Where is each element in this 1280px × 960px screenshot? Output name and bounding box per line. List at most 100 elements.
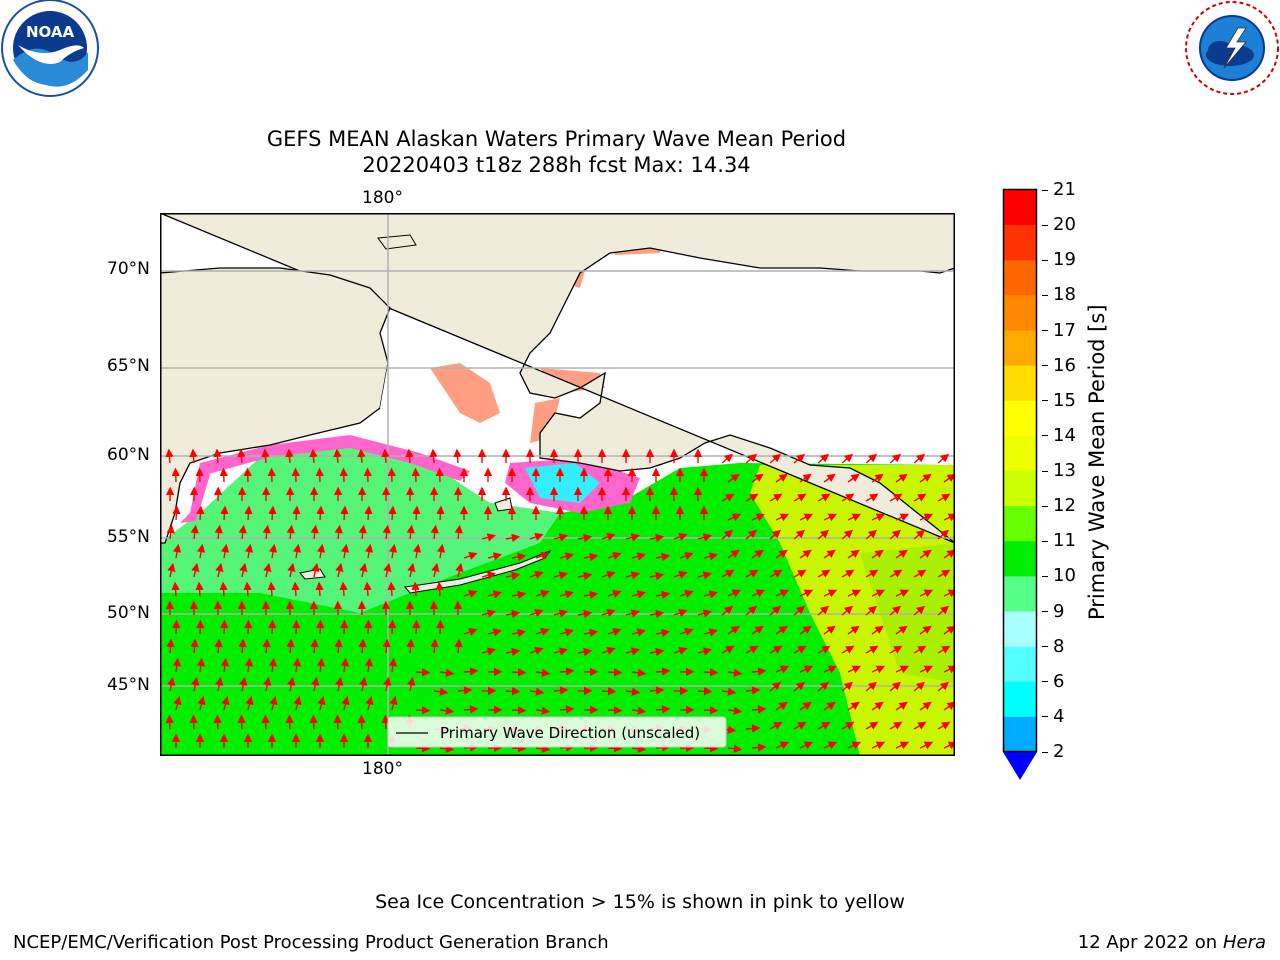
wave-direction-arrow — [383, 562, 392, 578]
wave-direction-arrow — [316, 543, 326, 559]
wave-direction-arrow — [895, 665, 910, 674]
wave-direction-arrow — [769, 453, 782, 464]
wave-direction-arrow — [937, 681, 950, 692]
wave-direction-arrow — [751, 473, 764, 483]
wave-direction-arrow — [913, 453, 926, 464]
wave-direction-arrow — [553, 533, 568, 542]
wave-direction-arrow — [487, 628, 502, 637]
wave-direction-arrow — [511, 628, 527, 638]
wave-direction-arrow — [171, 581, 180, 597]
wave-direction-arrow — [196, 543, 206, 559]
wave-direction-arrow — [673, 647, 688, 655]
colorbar-cell — [1004, 260, 1036, 296]
wave-direction-arrow — [625, 609, 640, 618]
wave-direction-arrow — [244, 619, 253, 635]
wave-direction-arrow — [583, 590, 599, 600]
wave-direction-arrow — [311, 562, 320, 578]
wave-direction-arrow — [775, 473, 788, 483]
wave-direction-arrow — [601, 571, 616, 579]
wave-direction-arrow — [357, 714, 366, 730]
wave-direction-arrow — [505, 647, 521, 657]
wave-direction-arrow — [865, 453, 878, 464]
wave-direction-arrow — [364, 619, 373, 635]
wave-direction-arrow — [943, 625, 955, 635]
wave-direction-arrow — [601, 687, 617, 696]
wave-direction-arrow — [267, 581, 276, 597]
wave-direction-arrow — [751, 513, 766, 522]
wave-direction-arrow — [649, 533, 665, 543]
wave-direction-arrow — [937, 605, 950, 616]
colorbar-cell — [1004, 190, 1036, 226]
wave-direction-arrow — [292, 505, 301, 521]
wave-direction-arrow — [631, 668, 647, 677]
wave-direction-arrow — [293, 696, 302, 711]
sea-ice-note: Sea Ice Concentration > 15% is shown in … — [375, 891, 905, 913]
wave-direction-arrow — [220, 619, 229, 635]
wave-direction-arrow — [841, 493, 855, 502]
wave-direction-arrow — [871, 625, 884, 635]
wave-direction-arrow — [673, 533, 688, 541]
wave-direction-arrow — [793, 681, 806, 692]
wave-direction-arrow — [847, 473, 860, 483]
wave-direction-arrow — [287, 676, 296, 692]
wave-direction-arrow — [388, 619, 397, 635]
wave-direction-arrow — [745, 453, 758, 464]
wave-direction-arrow — [505, 687, 521, 696]
wave-direction-arrow — [751, 743, 767, 752]
wave-direction-arrow — [745, 686, 761, 695]
credit-left: NCEP/EMC/Verification Post Processing Pr… — [13, 932, 609, 953]
wave-direction-arrow — [889, 605, 902, 616]
wave-direction-arrow — [631, 552, 646, 561]
wave-direction-arrow — [340, 505, 349, 521]
wave-direction-arrow — [167, 562, 176, 578]
wave-direction-arrow — [388, 657, 397, 673]
wave-direction-arrow — [335, 676, 344, 692]
wave-direction-arrow — [310, 638, 319, 654]
wave-direction-arrow — [239, 676, 248, 692]
wave-direction-arrow — [237, 714, 246, 730]
wave-direction-arrow — [769, 681, 782, 692]
wave-direction-arrow — [703, 668, 719, 677]
legend-label: Primary Wave Direction (unscaled) — [440, 724, 700, 742]
wave-direction-arrow — [793, 721, 807, 730]
wave-direction-arrow — [381, 714, 390, 730]
wave-direction-arrow — [529, 687, 545, 696]
wave-direction-arrow — [865, 681, 878, 692]
wave-direction-arrow — [817, 605, 830, 616]
lat-label-60: 60°N — [107, 445, 150, 465]
wave-direction-arrow — [919, 625, 932, 635]
wave-direction-arrow — [679, 552, 694, 560]
colorbar-cell — [1004, 681, 1036, 718]
wave-direction-arrow — [793, 453, 806, 464]
wave-direction-arrow — [505, 571, 521, 581]
wave-direction-arrow — [286, 638, 295, 654]
colorbar-extend-arrow — [1003, 752, 1037, 780]
wave-direction-arrow — [481, 609, 496, 618]
wave-direction-arrow — [721, 569, 735, 578]
wave-direction-arrow — [913, 569, 927, 578]
wave-direction-arrow — [435, 467, 444, 483]
wave-direction-arrow — [261, 714, 270, 730]
wave-direction-arrow — [406, 638, 415, 654]
wave-direction-arrow — [268, 505, 277, 521]
colorbar-tick-label: 11 — [1053, 530, 1076, 552]
wave-direction-arrow — [727, 706, 743, 715]
colorbar-tick-label: 8 — [1053, 635, 1065, 657]
wave-direction-arrow — [913, 529, 926, 540]
wave-direction-arrow — [535, 552, 550, 560]
wave-direction-arrow — [799, 625, 812, 635]
wave-direction-arrow — [943, 549, 955, 559]
colorbar-cell — [1004, 576, 1036, 612]
wave-direction-arrow — [535, 668, 551, 677]
wave-direction-arrow — [631, 590, 646, 599]
wave-direction-arrow — [172, 505, 181, 521]
wave-direction-arrow — [166, 638, 175, 654]
wave-direction-arrow — [817, 645, 831, 654]
wave-direction-arrow — [655, 628, 671, 638]
wave-direction-arrow — [841, 529, 854, 540]
colorbar-tick-mark — [1042, 189, 1048, 191]
wave-direction-arrow — [310, 524, 319, 540]
wave-direction-arrow — [292, 543, 302, 559]
lat-label-45: 45°N — [107, 675, 150, 695]
wave-direction-arrow — [244, 657, 253, 673]
